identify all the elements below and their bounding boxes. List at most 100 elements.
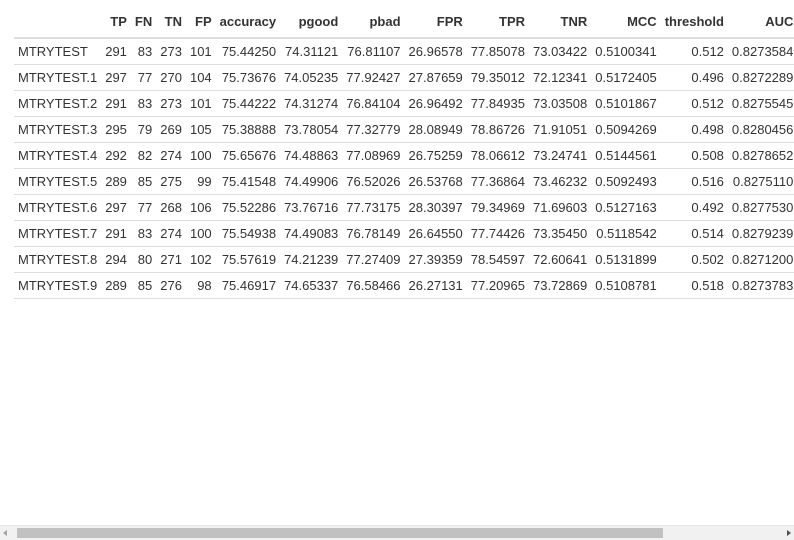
cell-tnr: 72.60641: [529, 246, 592, 273]
cell-accuracy: 75.44222: [215, 90, 281, 117]
cell-fp: 101: [185, 38, 216, 65]
cell-tpr: 77.36864: [466, 168, 529, 195]
cell-fn: 77: [130, 64, 157, 91]
results-table: TP FN TN FP accuracy pgood pbad FPR TPR …: [14, 12, 794, 299]
cell-pbad: 77.08969: [342, 142, 405, 169]
cell-mcc: 0.5172405: [591, 64, 661, 91]
cell-auc: 0.8272289: [727, 64, 794, 91]
column-header-tnr: TNR: [529, 12, 592, 39]
cell-fn: 80: [130, 246, 157, 273]
cell-tpr: 77.85078: [466, 38, 529, 65]
cell-tn: 270: [156, 64, 186, 91]
cell-fpr: 26.75259: [404, 142, 467, 169]
column-header-fn: FN: [130, 12, 157, 39]
cell-tp: 295: [101, 116, 131, 143]
row-name: MTRYTEST.1: [14, 64, 102, 91]
scrollbar-thumb[interactable]: [17, 528, 663, 538]
cell-pgood: 74.31274: [280, 90, 343, 117]
cell-accuracy: 75.44250: [215, 38, 281, 65]
cell-threshold: 0.516: [660, 168, 728, 195]
cell-tpr: 77.20965: [466, 272, 529, 299]
cell-tp: 292: [101, 142, 131, 169]
chevron-left-icon[interactable]: [3, 530, 7, 536]
table-row: MTRYTEST.9 289 85 276 98 75.46917 74.65337 76.5…: [14, 272, 794, 299]
column-header-tpr: TPR: [466, 12, 529, 39]
row-name: MTRYTEST.9: [14, 272, 102, 299]
column-header-auc: AUC: [727, 12, 794, 39]
cell-fpr: 26.64550: [404, 220, 467, 247]
cell-tnr: 73.03422: [529, 38, 592, 65]
cell-tpr: 78.54597: [466, 246, 529, 273]
cell-threshold: 0.512: [660, 90, 728, 117]
cell-pbad: 77.73175: [342, 194, 405, 221]
header-row: TP FN TN FP accuracy pgood pbad FPR TPR …: [14, 12, 794, 39]
cell-tnr: 73.46232: [529, 168, 592, 195]
cell-pbad: 77.92427: [342, 64, 405, 91]
cell-tn: 273: [156, 38, 186, 65]
horizontal-scrollbar[interactable]: [0, 525, 794, 540]
cell-mcc: 0.5144561: [591, 142, 661, 169]
cell-tn: 271: [156, 246, 186, 273]
cell-fpr: 28.30397: [404, 194, 467, 221]
table-header: TP FN TN FP accuracy pgood pbad FPR TPR …: [14, 12, 794, 39]
cell-pbad: 76.78149: [342, 220, 405, 247]
row-name: MTRYTEST.7: [14, 220, 102, 247]
cell-fn: 83: [130, 38, 157, 65]
cell-mcc: 0.5118542: [591, 220, 661, 247]
cell-auc: 0.8273584: [727, 38, 794, 65]
row-name: MTRYTEST.8: [14, 246, 102, 273]
cell-fpr: 26.96578: [404, 38, 467, 65]
cell-tp: 291: [101, 220, 131, 247]
cell-fp: 104: [185, 64, 216, 91]
table-row: MTRYTEST.3 295 79 269 105 75.38888 73.78054 77.…: [14, 116, 794, 143]
cell-tn: 276: [156, 272, 186, 299]
cell-fn: 79: [130, 116, 157, 143]
cell-tnr: 73.72869: [529, 272, 592, 299]
cell-fpr: 26.53768: [404, 168, 467, 195]
cell-tp: 297: [101, 64, 131, 91]
cell-tnr: 71.69603: [529, 194, 592, 221]
table-row: MTRYTEST.8 294 80 271 102 75.57619 74.21239 77.…: [14, 246, 794, 273]
cell-threshold: 0.492: [660, 194, 728, 221]
cell-tnr: 73.35450: [529, 220, 592, 247]
column-header-pgood: pgood: [280, 12, 343, 39]
cell-tpr: 77.74426: [466, 220, 529, 247]
cell-threshold: 0.508: [660, 142, 728, 169]
cell-tp: 297: [101, 194, 131, 221]
cell-mcc: 0.5092493: [591, 168, 661, 195]
cell-accuracy: 75.73676: [215, 64, 281, 91]
cell-pgood: 73.76716: [280, 194, 343, 221]
cell-fp: 100: [185, 142, 216, 169]
cell-threshold: 0.502: [660, 246, 728, 273]
row-name: MTRYTEST.4: [14, 142, 102, 169]
cell-tpr: 79.35012: [466, 64, 529, 91]
cell-fpr: 28.08949: [404, 116, 467, 143]
cell-auc: 0.8278652: [727, 142, 794, 169]
cell-tn: 273: [156, 90, 186, 117]
cell-fn: 82: [130, 142, 157, 169]
cell-pgood: 74.21239: [280, 246, 343, 273]
cell-accuracy: 75.57619: [215, 246, 281, 273]
cell-mcc: 0.5094269: [591, 116, 661, 143]
cell-tn: 274: [156, 220, 186, 247]
cell-tpr: 79.34969: [466, 194, 529, 221]
cell-fp: 98: [185, 272, 216, 299]
cell-threshold: 0.496: [660, 64, 728, 91]
cell-tp: 291: [101, 38, 131, 65]
table-row: MTRYTEST.6 297 77 268 106 75.52286 73.76716 77.…: [14, 194, 794, 221]
cell-tn: 274: [156, 142, 186, 169]
cell-fpr: 27.39359: [404, 246, 467, 273]
cell-mcc: 0.5101867: [591, 90, 661, 117]
cell-accuracy: 75.46917: [215, 272, 281, 299]
cell-fn: 85: [130, 272, 157, 299]
column-header-accuracy: accuracy: [215, 12, 281, 39]
cell-threshold: 0.518: [660, 272, 728, 299]
cell-fp: 105: [185, 116, 216, 143]
cell-accuracy: 75.54938: [215, 220, 281, 247]
chevron-right-icon[interactable]: [787, 530, 791, 536]
table-row: MTRYTEST.5 289 85 275 99 75.41548 74.49906 76.5…: [14, 168, 794, 195]
cell-fn: 83: [130, 90, 157, 117]
row-name: MTRYTEST.6: [14, 194, 102, 221]
cell-tpr: 78.06612: [466, 142, 529, 169]
table-row: MTRYTEST.1 297 77 270 104 75.73676 74.05235 77.…: [14, 64, 794, 91]
